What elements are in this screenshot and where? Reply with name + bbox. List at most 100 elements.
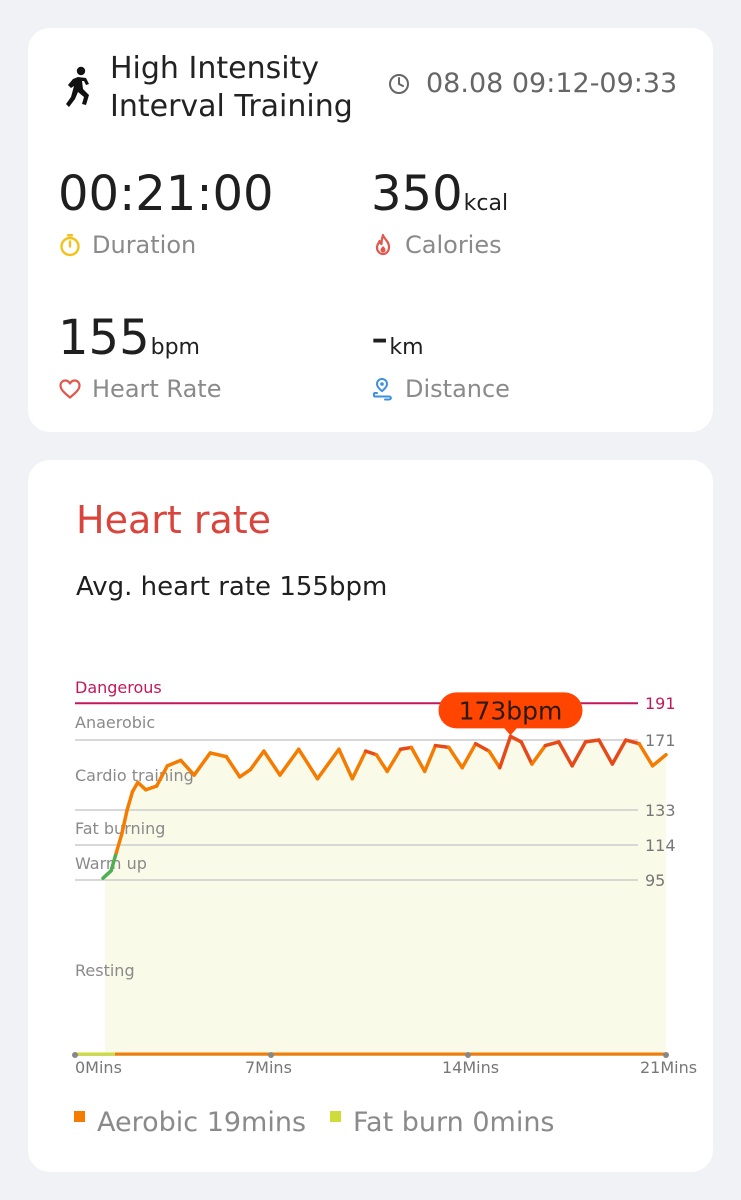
hr-line-segment	[136, 780, 148, 792]
workout-time-range: 08.08 09:12-09:33	[426, 68, 678, 99]
legend-item-fat-burn: Fat burn 0mins	[330, 1106, 555, 1140]
hr-line-segment	[165, 758, 183, 768]
hr-line-segment	[460, 741, 478, 770]
workout-title-line2: Interval Training	[110, 89, 353, 124]
hr-line-segment	[610, 738, 628, 766]
x-tick-label-0: 0Mins	[75, 1058, 122, 1077]
y-tick-label-133: 133	[645, 801, 676, 820]
hr-line-segment	[597, 738, 615, 766]
zone-label-fat-burning: Fat burning	[75, 819, 165, 838]
hr-line-segment	[154, 764, 170, 788]
heart-rate-label: Heart Rate	[92, 375, 222, 403]
clock-icon	[389, 74, 409, 94]
workout-title-line1: High Intensity	[110, 51, 320, 86]
heart-rate-chart[interactable]: Dangerous 191 Anaerobic 171 Cardio training 1…	[28, 460, 713, 1100]
hr-line-segment	[422, 743, 438, 774]
hr-line-segment	[650, 753, 668, 768]
hr-line-segment	[208, 751, 229, 759]
hr-line-segment	[315, 747, 341, 781]
heart-rate-stat: 155bpm Heart Rate	[58, 310, 221, 404]
hr-line-segment	[109, 850, 119, 873]
heart-rate-card: Heart rate Avg. heart rate 155bpm Danger…	[28, 460, 713, 1172]
average-heart-rate: Avg. heart rate 155bpm	[76, 572, 388, 602]
hr-line-segment	[530, 743, 548, 766]
peak-label-bubble	[438, 692, 583, 729]
hr-line-segment	[144, 784, 159, 792]
flame-icon	[375, 233, 391, 256]
x-tick-label-14: 14Mins	[442, 1058, 499, 1077]
legend-swatch-fat-burn	[330, 1110, 341, 1122]
zone-label-cardio-training: Cardio training	[75, 766, 194, 785]
hr-line-segment	[519, 740, 534, 766]
hr-line-segment	[178, 758, 196, 777]
peak-label-pointer	[503, 727, 518, 736]
hr-line-segment	[350, 749, 368, 781]
hr-line-segment	[583, 738, 601, 744]
calories-stat: 350kcal Calories	[371, 166, 508, 260]
hr-line-segment	[125, 789, 135, 812]
hr-line-segment	[262, 749, 282, 777]
calories-value: 350	[371, 166, 463, 222]
duration-label: Duration	[92, 231, 197, 259]
calories-label: Calories	[405, 231, 502, 259]
hr-line-segment	[473, 741, 491, 753]
hr-line-segment	[498, 734, 513, 770]
x-tick-dot-0	[72, 1052, 78, 1058]
y-tick-label-191: 191	[645, 694, 676, 713]
peak-label-text: 173bpm	[459, 696, 563, 725]
hr-line-segment	[192, 751, 212, 777]
y-tick-label-95: 95	[645, 871, 665, 890]
y-tick-label-171: 171	[645, 731, 676, 750]
distance-label: Distance	[405, 375, 510, 403]
hr-line-segment	[224, 754, 242, 779]
zone-label-resting: Resting	[75, 961, 135, 980]
distance-unit: km	[389, 335, 424, 360]
hr-line-segment	[624, 738, 641, 746]
hr-line-segment	[237, 767, 253, 779]
hr-line-segment	[296, 747, 320, 781]
zone-label-warm-up: Warm up	[75, 854, 147, 873]
hr-line-segment	[385, 747, 403, 774]
heart-rate-unit: bpm	[150, 335, 200, 360]
chart-fill-area	[105, 736, 666, 1055]
person-running-icon	[66, 66, 89, 107]
workout-summary-card: High Intensity Interval Training 08.08 0…	[28, 28, 713, 432]
stopwatch-icon	[60, 234, 80, 257]
x-tick-label-7: 7Mins	[245, 1058, 292, 1077]
heart-rate-value: 155	[58, 310, 150, 366]
zone-label-dangerous: Dangerous	[75, 678, 162, 697]
legend-item-aerobic: Aerobic 19mins	[74, 1106, 306, 1140]
legend-swatch-aerobic	[74, 1110, 85, 1122]
distance-value: -	[371, 310, 389, 366]
hr-line-segment	[363, 749, 379, 757]
hr-line-segment	[374, 753, 389, 774]
legend-label-aerobic: Aerobic 19mins	[97, 1107, 307, 1138]
hr-line-segment	[120, 808, 129, 836]
hr-line-segment	[543, 740, 561, 748]
hr-line-segment	[114, 832, 124, 855]
hr-line-segment	[508, 734, 523, 744]
heart-icon	[59, 379, 81, 399]
hr-line-segment	[637, 741, 655, 768]
hr-line-segment	[557, 740, 574, 768]
heart-rate-title: Heart rate	[76, 498, 272, 542]
hr-line-segment	[570, 740, 588, 768]
distance-stat: -km Distance	[371, 310, 510, 404]
hr-line-segment	[248, 749, 266, 772]
calories-unit: kcal	[463, 191, 509, 216]
hr-line-segment	[487, 749, 502, 770]
hr-line-segment	[101, 869, 113, 880]
x-tick-label-21: 21Mins	[640, 1058, 697, 1077]
x-tick-dot-21	[663, 1052, 669, 1058]
hr-line-segment	[398, 745, 414, 752]
hr-line-segment	[337, 747, 355, 781]
hr-line-segment	[409, 745, 427, 774]
route-pin-icon	[372, 377, 392, 401]
duration-stat: 00:21:00 Duration	[58, 166, 274, 260]
y-tick-label-114: 114	[645, 836, 676, 855]
legend-label-fat-burn: Fat burn 0mins	[353, 1107, 555, 1138]
workout-title: High Intensity Interval Training	[110, 50, 370, 126]
x-tick-dot-14	[465, 1052, 471, 1058]
hr-line-segment	[278, 747, 301, 777]
zone-label-anaerobic: Anaerobic	[75, 713, 155, 732]
